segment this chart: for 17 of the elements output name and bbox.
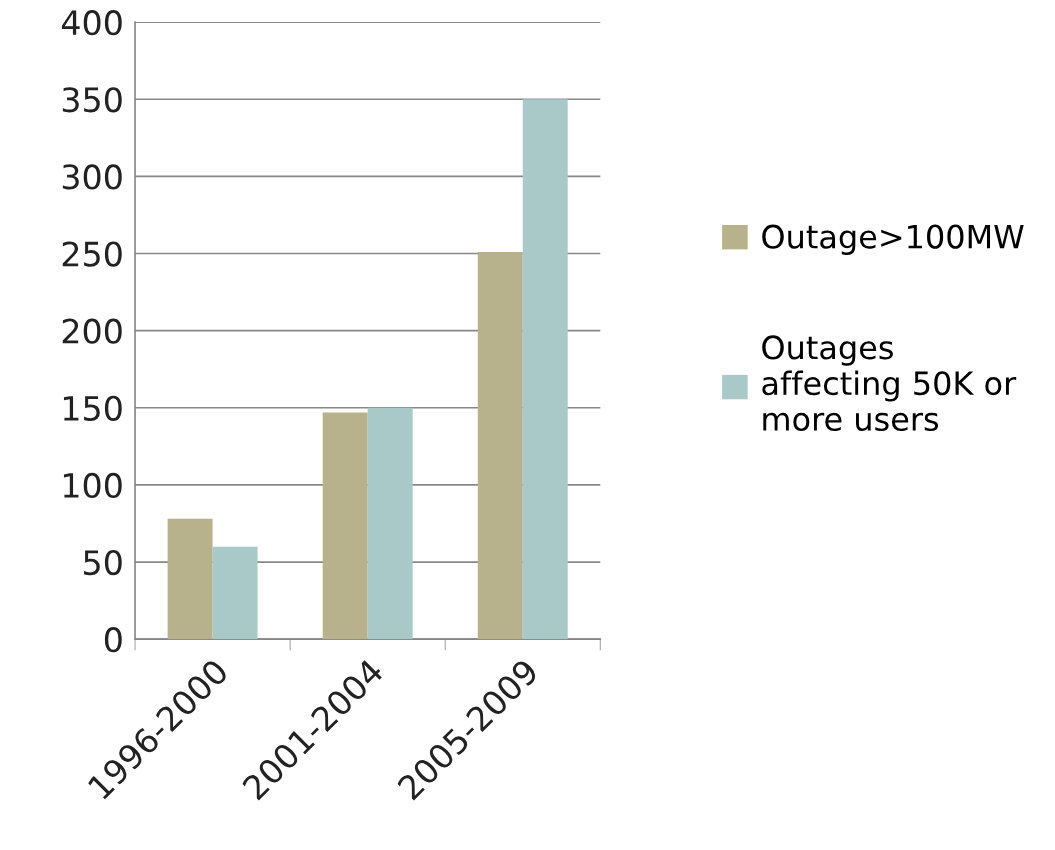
- legend-label: Outages affecting 50K or more users: [762, 335, 1017, 432]
- bar: [322, 412, 368, 640]
- bar: [367, 407, 413, 640]
- bar: [477, 251, 523, 640]
- y-tick-label: 350: [62, 87, 122, 113]
- y-tick-label: 250: [62, 241, 122, 267]
- bar: [522, 99, 568, 640]
- y-tick-label: 150: [63, 395, 122, 421]
- y-tick-label: 200: [62, 318, 122, 344]
- y-tick-label: 0: [104, 627, 122, 653]
- y-tick-label: 300: [62, 164, 122, 190]
- y-tick-label: 400: [61, 10, 122, 36]
- legend-label: Outage>100MW: [762, 224, 1024, 255]
- bar: [212, 546, 258, 640]
- bar: [167, 518, 213, 640]
- y-tick-label: 50: [84, 549, 122, 576]
- y-tick-label: 100: [63, 472, 122, 499]
